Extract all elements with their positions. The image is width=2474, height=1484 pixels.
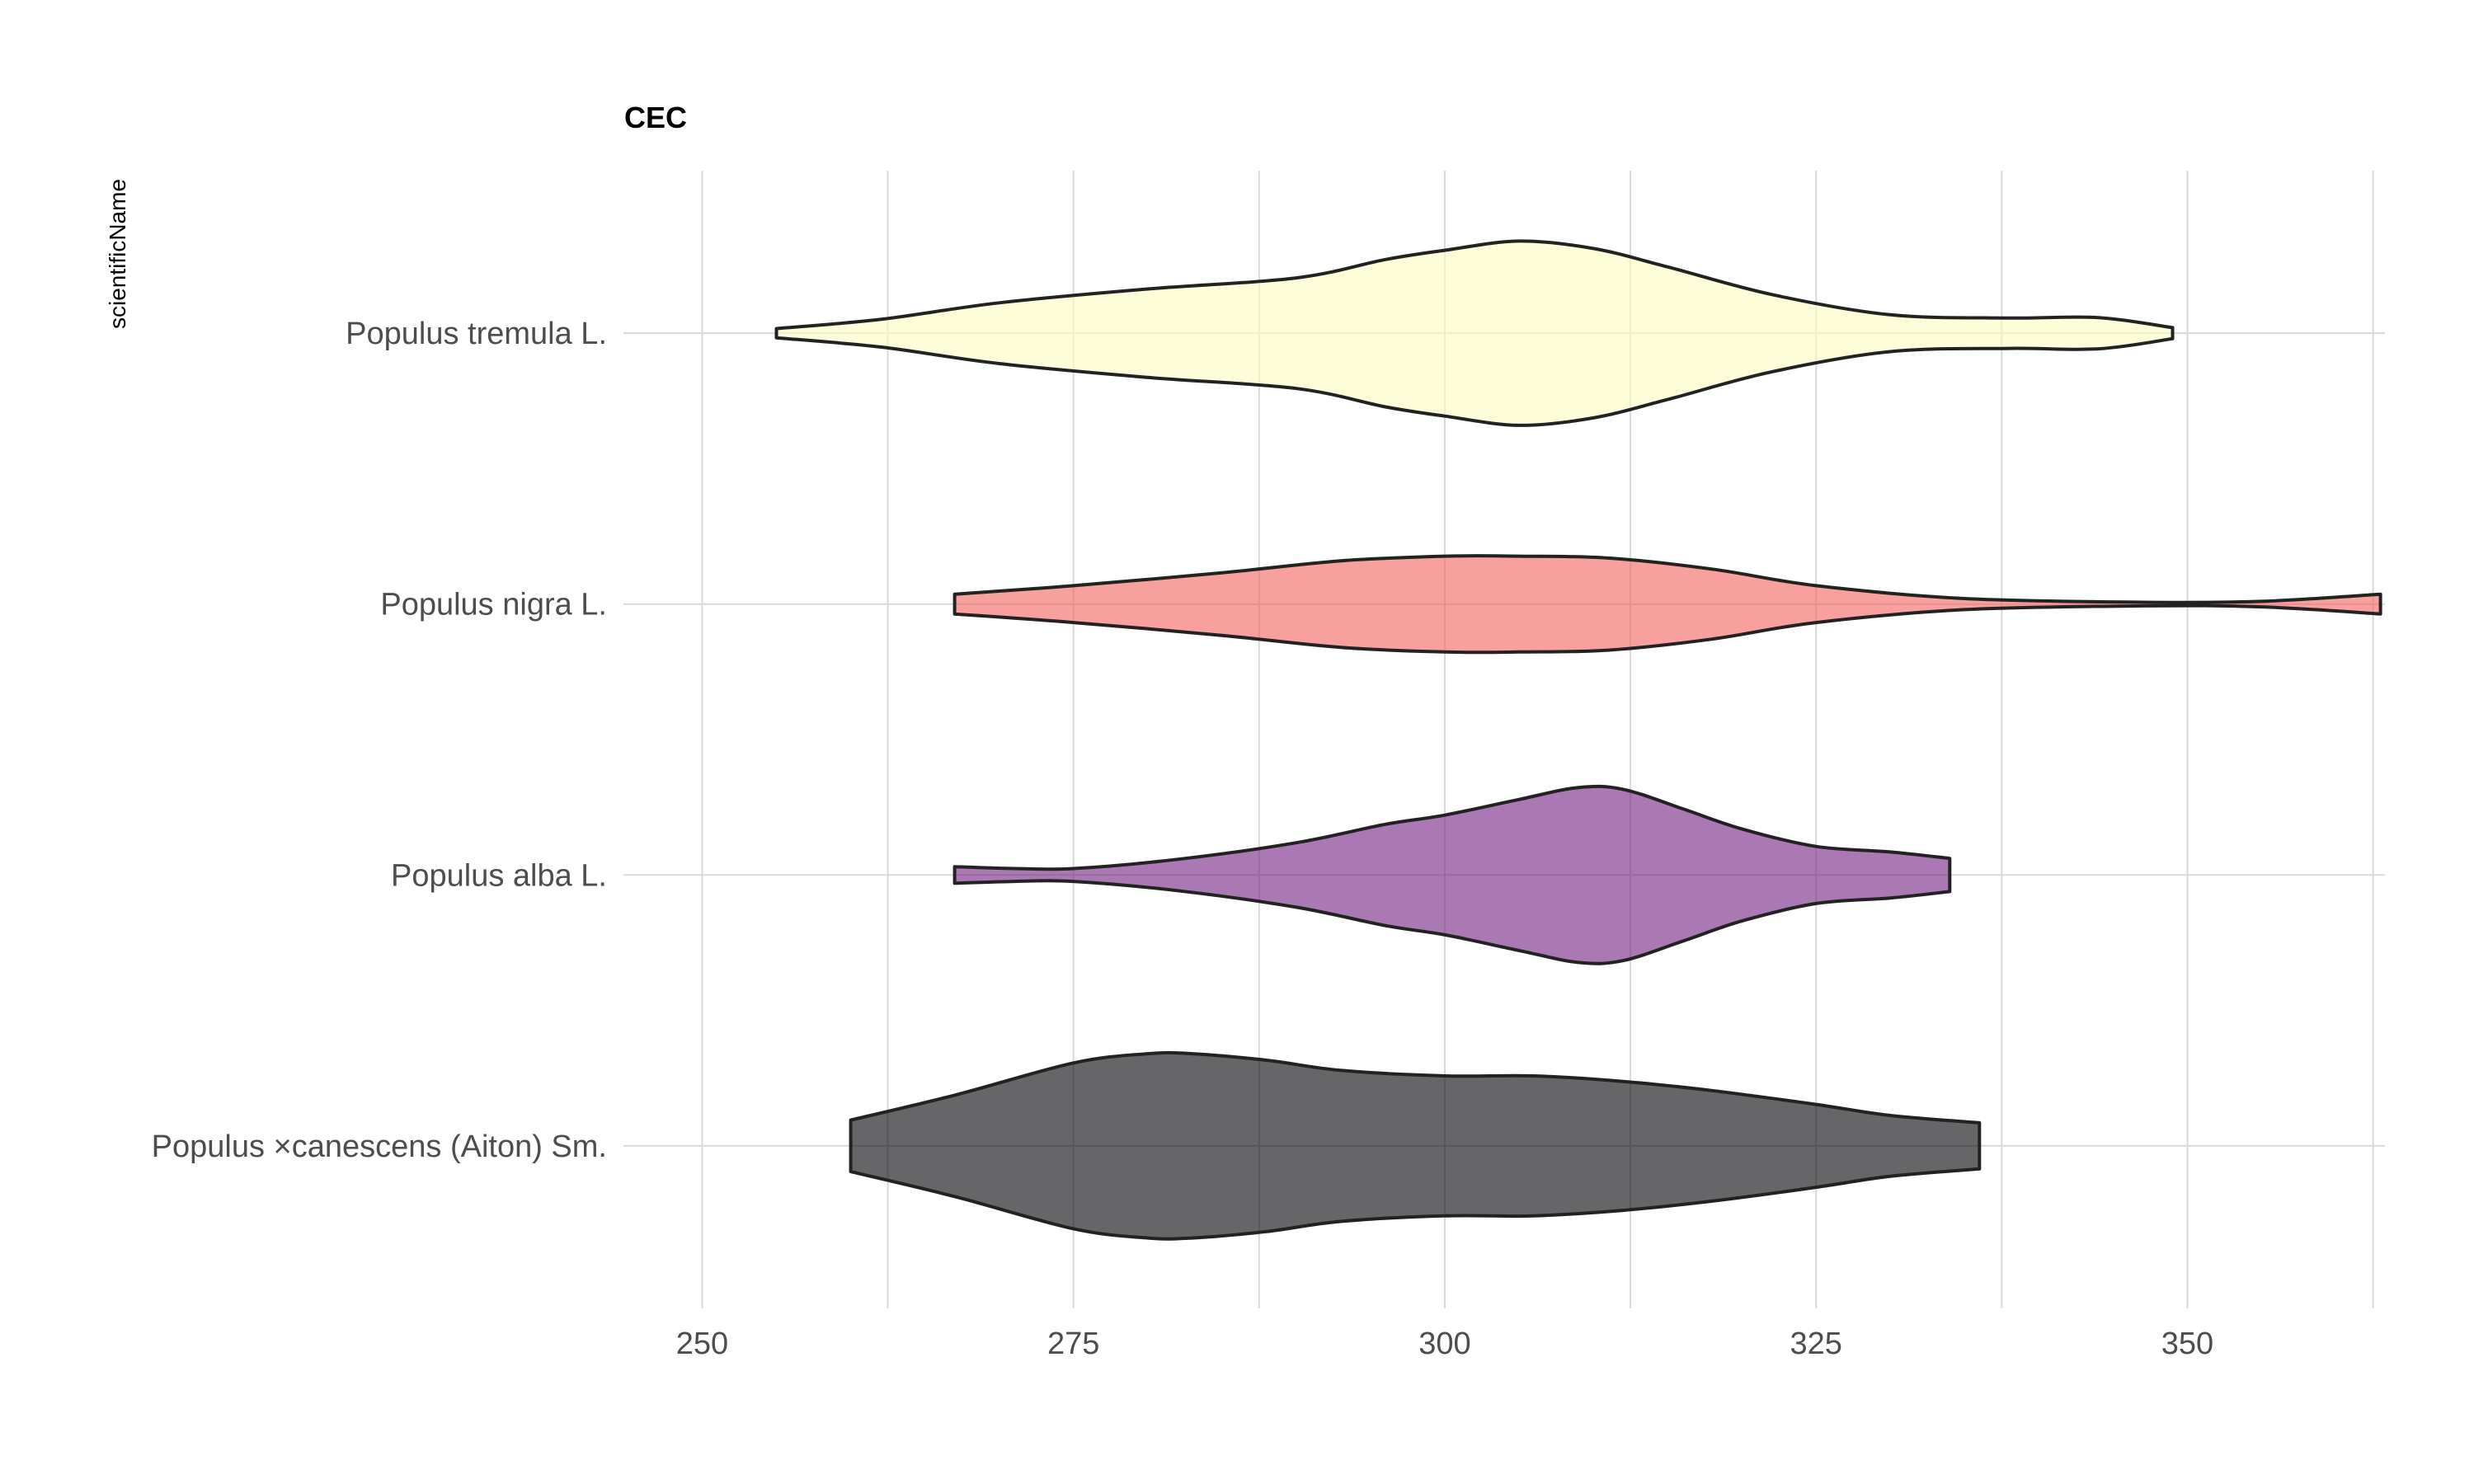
y-tick-labels: Populus ×canescens (Aiton) Sm. Populus al… (152, 317, 607, 1164)
y-tick-label: Populus alba L. (391, 858, 607, 893)
x-tick-label: 250 (676, 1327, 728, 1361)
violin-shape (952, 554, 2382, 655)
violin-shape (774, 239, 2175, 427)
x-tick-label: 275 (1047, 1327, 1099, 1361)
x-tick-label: 350 (2161, 1327, 2213, 1361)
y-tick-label: Populus ×canescens (Aiton) Sm. (152, 1129, 607, 1164)
violin-group (774, 239, 2382, 1241)
x-tick-label: 325 (1790, 1327, 1842, 1361)
violin-shape (952, 784, 1952, 965)
y-tick-label: Populus nigra L. (380, 588, 607, 622)
y-axis-title: scientificName (105, 179, 130, 329)
violin-shape (849, 1050, 1982, 1241)
chart-title: CEC (624, 101, 687, 134)
x-tick-labels: 250 275 300 325 350 (676, 1327, 2213, 1361)
x-tick-label: 300 (1418, 1327, 1470, 1361)
y-tick-label: Populus tremula L. (346, 317, 607, 351)
